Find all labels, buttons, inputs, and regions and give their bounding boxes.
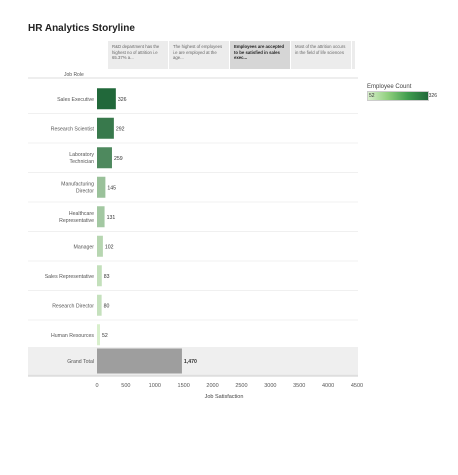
x-tick-label: 3000 [264, 383, 276, 389]
x-tick-label: 3500 [293, 383, 305, 389]
total-row-bg [28, 347, 358, 375]
bar [97, 88, 116, 110]
bar-value-label: 259 [114, 156, 123, 162]
story-point-tab-2[interactable]: The highest of employees i.e are employe… [169, 41, 230, 69]
bar-value-label: 83 [104, 274, 110, 280]
bar [97, 324, 101, 346]
bar [97, 235, 103, 257]
row-header: Job Role [64, 72, 84, 78]
bar-value-label: 292 [116, 126, 125, 132]
bar-value-label: 52 [102, 333, 108, 339]
category-label: Healthcare [69, 211, 94, 217]
x-tick-label: 2500 [235, 383, 247, 389]
x-tick-label: 1500 [178, 383, 190, 389]
story-point-tab-4[interactable]: Most of the attrition occurs in the fiel… [291, 41, 352, 69]
legend-min: 52 [369, 93, 375, 99]
category-label: Representative [59, 218, 94, 224]
bar [97, 206, 105, 228]
x-axis-title: Job Satisfaction [205, 394, 244, 400]
bar [97, 176, 106, 198]
bar [97, 265, 102, 287]
story-navigator: R&D department has the highest no of att… [108, 41, 355, 69]
legend-title: Employee Count [367, 84, 412, 90]
category-label: Technician [69, 159, 94, 165]
category-label: Research Scientist [51, 126, 95, 132]
category-label: Manager [74, 244, 95, 250]
x-tick-label: 4000 [322, 383, 334, 389]
bar-value-label: 1,470 [184, 359, 197, 365]
story-point-tab-3[interactable]: Employees are accepted to be satisfied i… [230, 41, 291, 69]
category-label: Sales Representative [45, 274, 94, 280]
category-label: Sales Executive [57, 97, 94, 103]
bar-value-label: 131 [107, 215, 116, 221]
story-point-tab-1[interactable]: R&D department has the highest no of att… [108, 41, 169, 69]
x-tick-label: 4500 [351, 383, 363, 389]
category-label: Grand Total [67, 359, 94, 365]
legend-gradient [367, 91, 429, 101]
category-label: Manufacturing [61, 181, 94, 187]
color-legend: Employee Count 52 326 [367, 84, 437, 101]
bar-value-label: 80 [104, 303, 110, 309]
x-tick-label: 1000 [149, 383, 161, 389]
bar [97, 348, 182, 374]
x-tick-label: 500 [121, 383, 130, 389]
x-tick-label: 2000 [206, 383, 218, 389]
x-tick-label: 0 [95, 383, 98, 389]
page-title: HR Analytics Storyline [28, 23, 135, 34]
category-label: Human Resources [51, 333, 94, 339]
legend-max: 326 [428, 93, 437, 99]
bar [97, 147, 112, 169]
category-label: Director [76, 188, 94, 194]
bar-value-label: 145 [107, 185, 116, 191]
bar [97, 117, 114, 139]
bar [97, 294, 102, 316]
bar-value-label: 326 [118, 97, 127, 103]
bar-value-label: 102 [105, 244, 114, 250]
category-label: Research Director [52, 303, 94, 309]
category-label: Laboratory [69, 152, 94, 158]
